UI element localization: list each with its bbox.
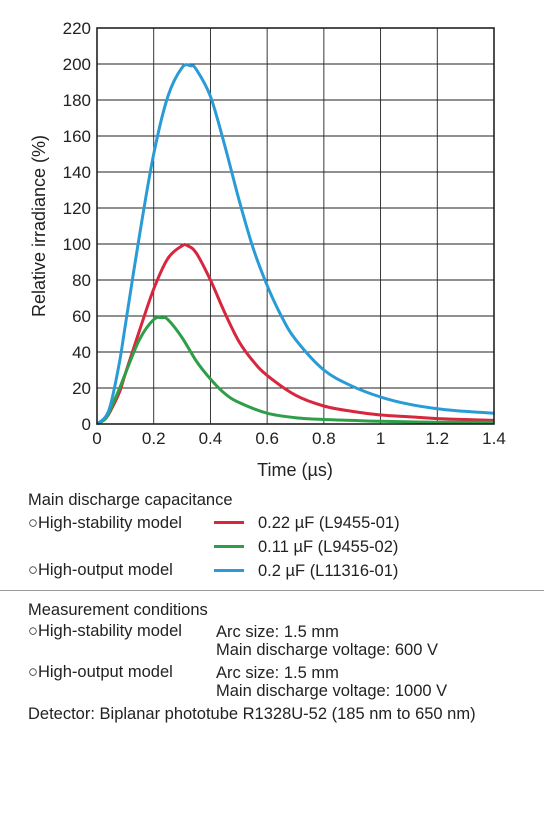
- series-line-red: [96, 243, 495, 426]
- conditions-output-arc: Arc size: 1.5 mm: [216, 664, 339, 682]
- y-tick-label: 80: [72, 271, 91, 290]
- y-tick-labels: 0 20 40 60 80 100 120 140 160 180 200 220: [63, 19, 91, 434]
- y-tick-label: 220: [63, 19, 91, 38]
- y-tick-label: 0: [82, 415, 91, 434]
- x-tick-labels: 0 0.2 0.4 0.6 0.8 1 1.2 1.4: [92, 429, 506, 448]
- x-tick-label: 0: [92, 429, 101, 448]
- divider: [0, 590, 544, 591]
- legend-entry-green: 0.11 µF (L9455-02): [258, 538, 399, 556]
- conditions-output-label: ○High-output model: [28, 663, 173, 681]
- legend-swatch-green: [214, 545, 244, 548]
- plot-frame: [96, 27, 495, 425]
- x-tick-label: 0.2: [142, 429, 166, 448]
- series-lines: [96, 63, 495, 426]
- x-tick-label: 1.4: [482, 429, 506, 448]
- y-axis-label: Relative irradiance (%): [29, 135, 49, 317]
- conditions-detector: Detector: Biplanar phototube R1328U-52 (…: [28, 705, 476, 723]
- conditions-stability-label: ○High-stability model: [28, 622, 182, 640]
- series-line-green: [96, 315, 495, 426]
- y-tick-label: 140: [63, 163, 91, 182]
- y-tick-label: 100: [63, 235, 91, 254]
- grid-lines: [96, 27, 495, 425]
- conditions-output-voltage: Main discharge voltage: 1000 V: [216, 682, 448, 700]
- y-tick-label: 200: [63, 55, 91, 74]
- x-tick-label: 0.4: [199, 429, 223, 448]
- x-tick-label: 1: [376, 429, 385, 448]
- legend-entry-red: 0.22 µF (L9455-01): [258, 514, 400, 532]
- x-tick-label: 0.8: [312, 429, 336, 448]
- y-tick-label: 20: [72, 379, 91, 398]
- x-tick-label: 0.6: [255, 429, 279, 448]
- y-tick-label: 120: [63, 199, 91, 218]
- conditions-stability-arc: Arc size: 1.5 mm: [216, 623, 339, 641]
- legend-swatch-red: [214, 521, 244, 524]
- y-tick-label: 160: [63, 127, 91, 146]
- legend-output-label: ○High-output model: [28, 561, 173, 579]
- conditions-heading: Measurement conditions: [28, 601, 208, 619]
- legend-entry-blue: 0.2 µF (L11316-01): [258, 562, 399, 580]
- irradiance-chart: 0 0.2 0.4 0.6 0.8 1 1.2 1.4 0 20 40 60 80 100 120 140 1…: [29, 19, 506, 480]
- x-tick-label: 1.2: [425, 429, 449, 448]
- legend-heading: Main discharge capacitance: [28, 491, 233, 509]
- legend-stability-label: ○High-stability model: [28, 514, 182, 532]
- series-line-blue: [96, 63, 495, 426]
- y-tick-label: 40: [72, 343, 91, 362]
- conditions-stability-voltage: Main discharge voltage: 600 V: [216, 641, 438, 659]
- legend-swatch-blue: [214, 569, 244, 572]
- y-tick-label: 180: [63, 91, 91, 110]
- y-tick-label: 60: [72, 307, 91, 326]
- x-axis-label: Time (µs): [257, 460, 333, 480]
